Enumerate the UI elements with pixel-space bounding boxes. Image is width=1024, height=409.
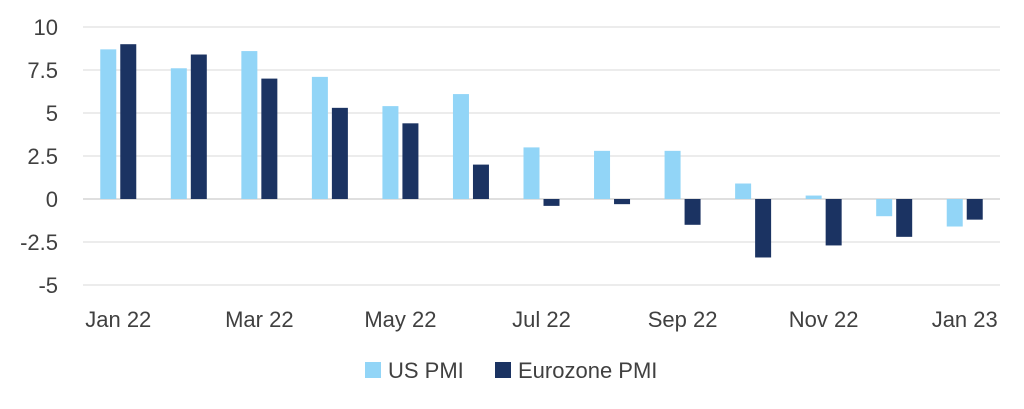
us-pmi-bar: [735, 183, 752, 199]
us-pmi-bar: [594, 150, 611, 199]
eurozone-pmi-bar: [543, 199, 560, 206]
eurozone-pmi-bar: [755, 199, 772, 258]
us-pmi-bar: [523, 147, 540, 199]
us-pmi-bar: [876, 199, 893, 217]
legend-label-us-pmi: US PMI: [388, 358, 464, 383]
y-axis-labels: 10 7.5 5 2.5 0 -2.5 -5: [20, 15, 58, 298]
x-tick-label: Jan 22: [85, 307, 151, 332]
eurozone-pmi-bar: [684, 199, 701, 225]
eurozone-pmi-bar: [331, 107, 348, 199]
x-tick-label: Mar 22: [225, 307, 293, 332]
eurozone-pmi-bar: [120, 44, 137, 200]
x-tick-label: Sep 22: [648, 307, 718, 332]
us-pmi-bar: [452, 94, 469, 199]
x-axis-labels: Jan 22 Mar 22 May 22 Jul 22 Sep 22 Nov 22 Jan …: [85, 307, 998, 332]
legend-swatch-us-pmi: [365, 362, 381, 378]
eurozone-pmi-bar: [896, 199, 913, 237]
x-tick-label: Jan 23: [932, 307, 998, 332]
us-pmi-bar: [946, 199, 963, 227]
eurozone-pmi-bar: [614, 199, 631, 205]
us-pmi-bar: [170, 68, 187, 199]
legend-label-eurozone-pmi: Eurozone PMI: [518, 358, 657, 383]
us-pmi-bar: [805, 195, 822, 199]
x-tick-label: Jul 22: [512, 307, 571, 332]
y-tick-label: -2.5: [20, 230, 58, 255]
legend-swatch-eurozone-pmi: [495, 362, 511, 378]
us-pmi-bar: [311, 76, 328, 199]
us-pmi-bar: [241, 51, 258, 199]
us-pmi-bar: [382, 106, 399, 199]
y-tick-label: -5: [38, 273, 58, 298]
y-tick-label: 7.5: [27, 58, 58, 83]
y-tick-label: 5: [46, 101, 58, 126]
eurozone-pmi-bar: [261, 78, 278, 199]
us-pmi-bar: [664, 150, 681, 199]
bars: [100, 44, 983, 258]
gridlines: [83, 26, 1000, 286]
x-tick-label: Nov 22: [789, 307, 859, 332]
us-pmi-bar: [100, 49, 117, 199]
x-tick-label: May 22: [364, 307, 436, 332]
y-tick-label: 2.5: [27, 144, 58, 169]
y-tick-label: 10: [34, 15, 58, 40]
eurozone-pmi-bar: [402, 123, 419, 199]
eurozone-pmi-bar: [825, 199, 842, 246]
y-tick-label: 0: [46, 187, 58, 212]
legend: US PMI Eurozone PMI: [365, 358, 657, 383]
eurozone-pmi-bar: [190, 54, 207, 199]
eurozone-pmi-bar: [472, 164, 489, 199]
eurozone-pmi-bar: [966, 199, 983, 220]
